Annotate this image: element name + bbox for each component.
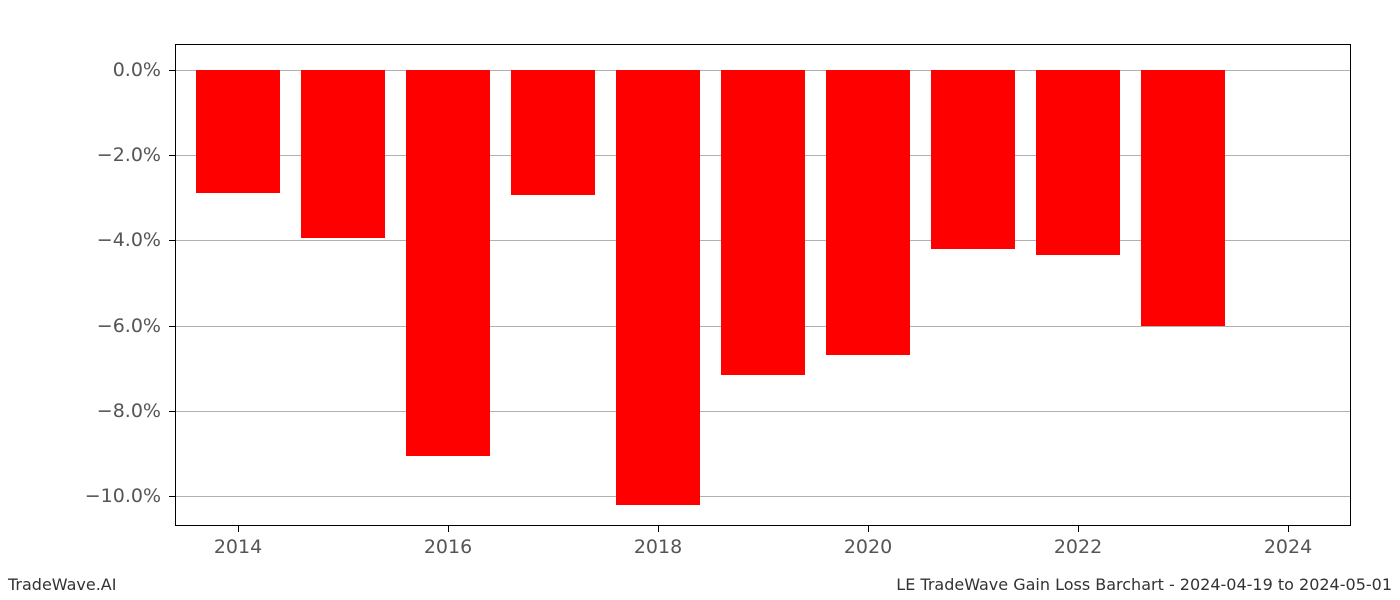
footer-brand: TradeWave.AI [8, 575, 116, 594]
x-tick-label: 2014 [214, 536, 262, 558]
bar [826, 70, 910, 356]
chart-container: 0.0% −2.0% −4.0% −6.0% −8.0% −10.0% 2014 2016 20… [0, 0, 1400, 600]
bar [1141, 70, 1225, 326]
y-tick-label: 0.0% [113, 59, 161, 81]
x-tick-mark [868, 526, 869, 532]
gridline [175, 496, 1351, 497]
x-tick-label: 2024 [1264, 536, 1312, 558]
bar [931, 70, 1015, 249]
plot-area: 0.0%−2.0%−4.0%−6.0%−8.0%−10.0%2014201620… [175, 44, 1351, 526]
bar [1036, 70, 1120, 256]
spine-bottom [175, 525, 1351, 526]
x-tick-label: 2018 [634, 536, 682, 558]
y-tick-label: −8.0% [97, 400, 161, 422]
x-tick-mark [238, 526, 239, 532]
bar [301, 70, 385, 238]
bar [616, 70, 700, 505]
x-tick-label: 2016 [424, 536, 472, 558]
spine-top [175, 44, 1351, 45]
x-tick-label: 2020 [844, 536, 892, 558]
x-tick-mark [1078, 526, 1079, 532]
x-tick-mark [658, 526, 659, 532]
y-tick-label: −2.0% [97, 144, 161, 166]
x-tick-label: 2022 [1054, 536, 1102, 558]
bar [721, 70, 805, 375]
bar [196, 70, 280, 194]
bar [406, 70, 490, 456]
spine-right [1350, 44, 1351, 526]
y-tick-label: −6.0% [97, 315, 161, 337]
spine-left [175, 44, 176, 526]
footer-caption: LE TradeWave Gain Loss Barchart - 2024-0… [896, 575, 1392, 594]
x-tick-mark [448, 526, 449, 532]
gridline [175, 411, 1351, 412]
y-tick-label: −4.0% [97, 229, 161, 251]
bar [511, 70, 595, 196]
x-tick-mark [1288, 526, 1289, 532]
y-tick-label: −10.0% [85, 485, 161, 507]
